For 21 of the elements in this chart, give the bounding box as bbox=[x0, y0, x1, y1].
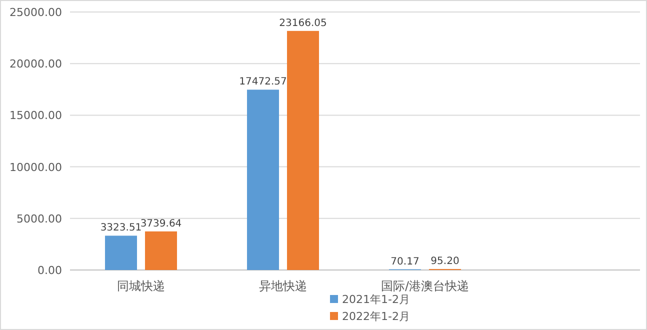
legend-label: 2022年1-2月 bbox=[342, 310, 410, 323]
bar bbox=[247, 90, 279, 270]
bar bbox=[145, 231, 177, 270]
x-tick-label: 同城快递 bbox=[117, 279, 165, 293]
y-tick-label: 20000.00 bbox=[10, 58, 62, 71]
y-tick-label: 0.00 bbox=[38, 264, 62, 277]
data-label: 17472.57 bbox=[239, 76, 287, 88]
y-tick-label: 10000.00 bbox=[10, 160, 62, 174]
data-label: 23166.05 bbox=[279, 18, 327, 29]
y-tick-label: 5000.00 bbox=[16, 212, 62, 226]
data-label: 3739.64 bbox=[140, 218, 182, 230]
data-label: 95.20 bbox=[430, 256, 460, 268]
x-tick-label: 国际/港澳台快递 bbox=[380, 279, 470, 293]
bar bbox=[287, 30, 319, 270]
legend-label: 2021年1-2月 bbox=[342, 293, 410, 306]
bar bbox=[105, 236, 137, 270]
y-tick-label: 25000.00 bbox=[10, 6, 62, 19]
x-tick-label: 异地快递 bbox=[259, 279, 307, 293]
y-tick-label: 15000.00 bbox=[10, 109, 62, 122]
data-label: 3323.51 bbox=[100, 222, 142, 234]
data-label: 70.17 bbox=[390, 256, 420, 268]
